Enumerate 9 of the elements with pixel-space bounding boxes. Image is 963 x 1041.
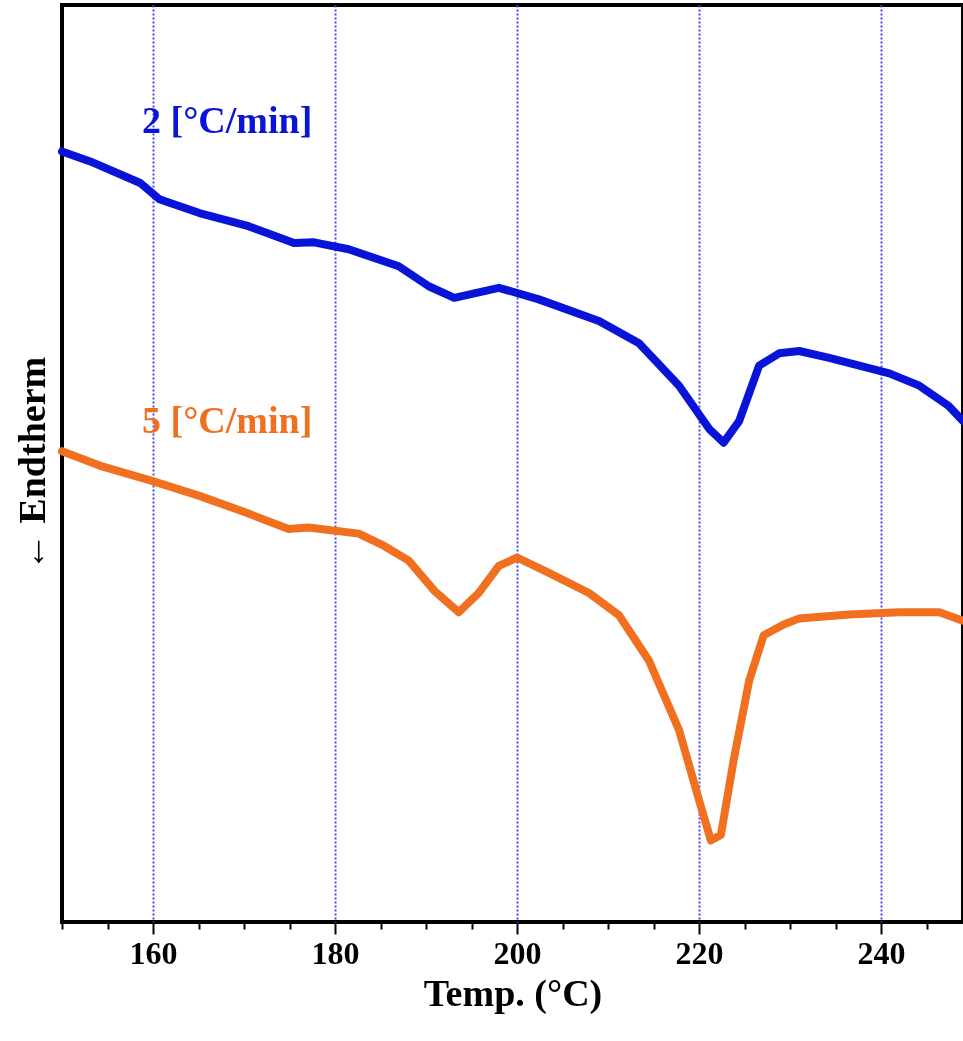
x-tick-label: 240 <box>857 934 906 971</box>
x-axis-title: Temp. (°C) <box>423 971 603 1015</box>
x-tick-label: 220 <box>675 934 724 971</box>
x-tick-label: 200 <box>493 934 542 971</box>
x-tick-label: 180 <box>311 934 360 971</box>
series-label: 2 [°C/min] <box>142 99 313 142</box>
y-axis-title: ← Endtherm <box>10 356 53 572</box>
series-label: 5 [°C/min] <box>142 399 313 442</box>
x-tick-label: 160 <box>129 934 178 971</box>
